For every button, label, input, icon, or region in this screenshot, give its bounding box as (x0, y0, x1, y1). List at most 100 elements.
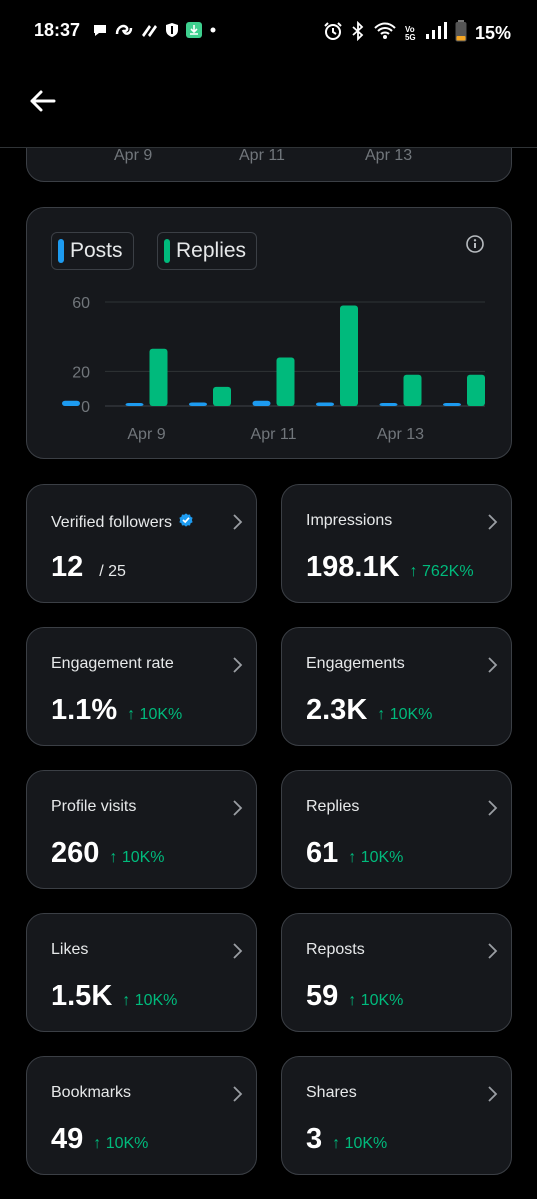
back-button[interactable] (26, 84, 60, 118)
signal-icon (425, 21, 447, 46)
bar-replies[interactable] (340, 305, 358, 406)
metric-label: Replies (306, 798, 360, 815)
metric-label: Impressions (306, 512, 393, 529)
bar-replies[interactable] (149, 348, 168, 406)
y-tick-label: 0 (81, 399, 90, 416)
metric-value-row: 198.1K ↑ 762K% (306, 551, 474, 584)
y-tick-label: 20 (72, 364, 90, 381)
metric-label-row: Shares (306, 1084, 357, 1102)
metric-value-row: 1.1% ↑ 10K% (51, 694, 182, 727)
bar-replies[interactable] (403, 374, 422, 406)
metric-card[interactable]: Profile visits 260 ↑ 10K% (26, 770, 257, 889)
bar-replies[interactable] (467, 374, 485, 406)
chevron-right-icon (230, 1085, 244, 1103)
volte-icon: Vo 5G (404, 24, 416, 42)
bar-chart: 0 20 60 Apr 9 Apr 11 Apr 13 (62, 295, 485, 443)
metric-value: 198.1K (306, 551, 400, 583)
x-tick-label: Apr 9 (114, 147, 153, 164)
wifi-icon (373, 21, 397, 46)
bar-posts[interactable] (316, 402, 334, 406)
system-icons: Vo 5G 15% (323, 20, 511, 47)
bar-replies[interactable] (276, 357, 295, 406)
chevron-right-icon (230, 656, 244, 674)
x-tick-label: Apr 13 (377, 426, 424, 443)
metric-label: Engagement rate (51, 655, 174, 672)
metric-label-row: Engagement rate (51, 655, 174, 673)
x-tick-label: Apr 11 (251, 426, 297, 443)
metric-value: 49 (51, 1123, 84, 1155)
metric-label: Reposts (306, 941, 365, 958)
chevron-right-icon (485, 1085, 499, 1103)
metric-label: Likes (51, 941, 89, 958)
metric-value-row: 260 ↑ 10K% (51, 837, 165, 870)
legend-label: Replies (176, 239, 247, 262)
metric-label: Engagements (306, 655, 405, 672)
status-time: 18:37 (34, 20, 81, 40)
metric-card[interactable]: Reposts 59 ↑ 10K% (281, 913, 512, 1032)
metric-change: ↑ 762K% (409, 563, 474, 580)
chevron-right-icon (230, 513, 244, 531)
metric-value: 61 (306, 837, 339, 869)
bar-posts[interactable] (125, 403, 144, 406)
metric-value: 3 (306, 1123, 323, 1155)
metric-change: ↑ 10K% (127, 706, 183, 723)
bar-posts[interactable] (379, 403, 398, 406)
metric-label: Shares (306, 1084, 357, 1101)
chevron-right-icon (230, 942, 244, 960)
metric-value-row: 49 ↑ 10K% (51, 1123, 148, 1156)
chevron-right-icon (485, 656, 499, 674)
bar-posts[interactable] (189, 402, 207, 406)
metric-value-row: 12 / 25 (51, 551, 126, 584)
metric-value-row: 1.5K ↑ 10K% (51, 980, 177, 1013)
metric-label-row: Reposts (306, 941, 365, 959)
metric-label: Profile visits (51, 798, 137, 815)
metric-label-row: Bookmarks (51, 1084, 131, 1102)
download-icon (186, 22, 202, 43)
notification-icons (92, 22, 217, 43)
alarm-icon (323, 21, 343, 46)
metric-card[interactable]: Replies 61 ↑ 10K% (281, 770, 512, 889)
shield-icon (165, 22, 179, 43)
metric-card[interactable]: Shares 3 ↑ 10K% (281, 1056, 512, 1175)
posts-replies-chart-card: 0 20 60 Apr 9 Apr 11 Apr 13 Posts Replies (26, 207, 512, 459)
metric-change: ↑ 10K% (122, 992, 178, 1009)
metric-value: 2.3K (306, 694, 368, 726)
metric-label-row: Engagements (306, 655, 405, 673)
bar-posts[interactable] (443, 403, 461, 406)
metric-label-row: Profile visits (51, 798, 136, 816)
legend-replies-toggle[interactable]: Replies (157, 232, 258, 270)
metric-card[interactable]: Verified followers 12 / 25 (26, 484, 257, 603)
tools-icon (140, 22, 158, 43)
metric-card[interactable]: Impressions 198.1K ↑ 762K% (281, 484, 512, 603)
metric-card[interactable]: Engagement rate 1.1% ↑ 10K% (26, 627, 257, 746)
metric-value: 260 (51, 837, 100, 869)
metric-change: ↑ 10K% (109, 849, 165, 866)
metric-change: ↑ 10K% (348, 992, 404, 1009)
chevron-right-icon (230, 799, 244, 817)
y-tick-label: 60 (72, 295, 90, 312)
verified-badge-icon (178, 512, 194, 533)
metric-card[interactable]: Bookmarks 49 ↑ 10K% (26, 1056, 257, 1175)
chat-bubble-icon (92, 22, 108, 43)
legend-swatch-posts (58, 239, 64, 263)
metric-value: 1.1% (51, 694, 118, 726)
legend-posts-toggle[interactable]: Posts (51, 232, 134, 270)
info-icon[interactable] (465, 234, 485, 254)
metric-value-row: 2.3K ↑ 10K% (306, 694, 432, 727)
chevron-right-icon (485, 513, 499, 531)
bar-posts[interactable] (252, 400, 271, 406)
metric-label: Verified followers (51, 513, 172, 531)
bar-replies[interactable] (213, 386, 231, 406)
metric-value-row: 61 ↑ 10K% (306, 837, 403, 870)
battery-icon (455, 20, 467, 47)
metric-value: 59 (306, 980, 339, 1012)
app-header (0, 62, 537, 148)
metric-change: ↑ 10K% (348, 849, 404, 866)
chevron-right-icon (485, 942, 499, 960)
metric-card[interactable]: Likes 1.5K ↑ 10K% (26, 913, 257, 1032)
bar-posts[interactable] (62, 400, 80, 406)
metric-card[interactable]: Engagements 2.3K ↑ 10K% (281, 627, 512, 746)
metric-value: 12 (51, 551, 84, 583)
bluetooth-icon (351, 20, 365, 46)
metric-label-row: Likes (51, 941, 88, 959)
